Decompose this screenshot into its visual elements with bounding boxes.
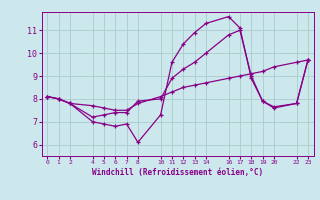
X-axis label: Windchill (Refroidissement éolien,°C): Windchill (Refroidissement éolien,°C): [92, 168, 263, 177]
